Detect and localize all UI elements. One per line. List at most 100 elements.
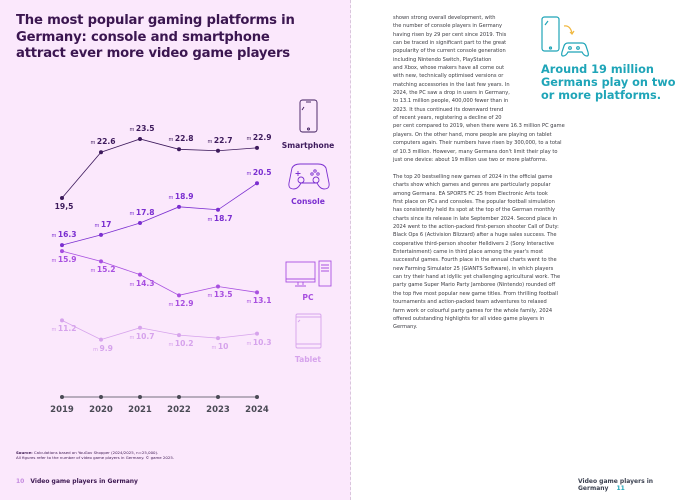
desktop-pc-icon [285, 260, 332, 287]
data-value: 10.2 [174, 339, 194, 349]
data-point [216, 148, 220, 153]
data-label: m 12.9 [151, 299, 211, 308]
unit-prefix: m [90, 268, 96, 275]
text-line: popularity of the current console genera… [393, 48, 506, 55]
data-value: 23.5 [135, 123, 155, 133]
left-page: The most popular gaming platforms in Ger… [0, 0, 351, 500]
data-value: 22.8 [174, 134, 194, 144]
x-tick-label: 2020 [89, 405, 113, 415]
data-point [255, 290, 259, 295]
data-value: 10.7 [135, 331, 155, 341]
data-label: m 18.9 [151, 192, 211, 201]
data-value: 17 [100, 219, 112, 229]
data-value: 17.8 [135, 208, 155, 218]
data-point [216, 207, 220, 212]
data-point [216, 284, 220, 289]
text-line: 2024 went to the action-packed first-per… [393, 224, 559, 231]
text-line: 2024, the PC saw a drop in users in Germ… [393, 90, 510, 97]
unit-prefix: m [207, 216, 213, 223]
unit-prefix: m [129, 126, 135, 133]
data-label: m 15.2 [73, 265, 133, 274]
unit-prefix: m [90, 140, 96, 147]
data-label: m 17.8 [112, 208, 172, 217]
text-line: of 10.3 million. However, many Germans d… [393, 148, 558, 155]
text-line: new Farming Simulator 25 (GIANTS Softwar… [393, 265, 554, 272]
data-value: 9.9 [99, 343, 113, 353]
data-point [216, 336, 220, 341]
text-line: computers again. Their numbers have rise… [393, 140, 562, 147]
data-value: 18.9 [174, 191, 194, 201]
axis-tick [99, 395, 103, 399]
text-line: tournaments and action-packed team adven… [393, 299, 547, 306]
footer-right: Video game players in Germany 11 [578, 478, 654, 492]
data-label: m 13.1 [229, 296, 289, 305]
data-label: m 14.3 [112, 279, 172, 288]
data-value: 22.9 [252, 132, 272, 142]
text-line: Black Ops 6 (Activision Blizzard) after … [393, 232, 557, 239]
data-point [99, 150, 103, 155]
axis-tick [177, 395, 181, 399]
text-line: shown strong overall development, with [393, 15, 496, 21]
unit-prefix: m [129, 281, 135, 288]
data-label: m 11.2 [34, 324, 94, 333]
unit-prefix: m [246, 299, 252, 306]
data-label: m 22.6 [73, 137, 133, 146]
data-value: 14.3 [135, 278, 155, 288]
data-value: 18.7 [213, 213, 233, 223]
unit-prefix: m [129, 211, 135, 218]
data-label: m 10.2 [151, 339, 211, 348]
text-line: Germany. [393, 324, 418, 331]
unit-prefix: m [93, 346, 98, 353]
data-point [60, 249, 64, 254]
data-point [255, 145, 259, 150]
data-label: m 9.9 [73, 344, 133, 353]
data-label: m 22.8 [151, 134, 211, 143]
text-line: successful games. Fourth place in the an… [393, 257, 557, 264]
x-tick-label: 2024 [245, 405, 269, 415]
data-point [138, 136, 142, 141]
axis-tick [138, 395, 142, 399]
text-line: of recent years, registering a decline o… [393, 115, 502, 122]
page-number: 10 [16, 478, 25, 485]
x-tick-label: 2019 [50, 405, 74, 415]
data-label: m 20.5 [229, 168, 289, 177]
data-label: m 15.9 [34, 255, 94, 264]
unit-prefix: m [51, 327, 57, 334]
axis-tick [255, 395, 259, 399]
text-line: Entertainment) came in third place among… [393, 249, 544, 256]
series-line-tablet [61, 320, 258, 341]
data-label: m 13.5 [190, 290, 250, 299]
text-line: matching accessories in the last few yea… [393, 81, 510, 88]
text-line: 2023. It thus continued its downward tre… [393, 106, 504, 113]
unit-prefix: m [207, 138, 213, 145]
unit-prefix: m [168, 137, 174, 144]
axis-tick [60, 395, 64, 399]
unit-prefix: m [246, 135, 252, 142]
text-line: just one device: about 19 million use tw… [393, 156, 548, 163]
text-line: per cent compared to 2019, when there we… [393, 123, 565, 130]
data-value: 13.1 [252, 296, 272, 306]
legend-tablet: Tablet [294, 355, 322, 364]
text-line: with new, technically optimised versions… [393, 73, 504, 80]
series-line-smartphone [61, 138, 258, 199]
legend-smartphone: Smartphone [281, 141, 335, 150]
text-line: cooperative third-person shooter Helldiv… [393, 240, 555, 247]
text-line: the number of console players in Germany [393, 23, 503, 30]
data-point [255, 331, 259, 336]
data-label: 19,5 [34, 202, 94, 211]
unit-prefix: m [51, 258, 57, 265]
series-line-pc [61, 250, 258, 296]
gamepad-icon [288, 163, 330, 190]
legend-pc: PC [302, 293, 314, 302]
data-label: m 10 [190, 342, 250, 351]
line-chart: 2019 2020 2021 2022 2023 2024 [50, 99, 332, 415]
unit-prefix: m [168, 342, 174, 349]
data-label: m 17 [73, 220, 133, 229]
smartphone-icon [299, 99, 318, 133]
text-line: party game Super Mario Party Jamboree (N… [393, 282, 556, 289]
data-point [60, 318, 64, 323]
data-value: 16.3 [57, 230, 77, 240]
unit-prefix: m [246, 171, 252, 178]
legend-console: Console [291, 197, 325, 206]
data-point [255, 181, 259, 186]
